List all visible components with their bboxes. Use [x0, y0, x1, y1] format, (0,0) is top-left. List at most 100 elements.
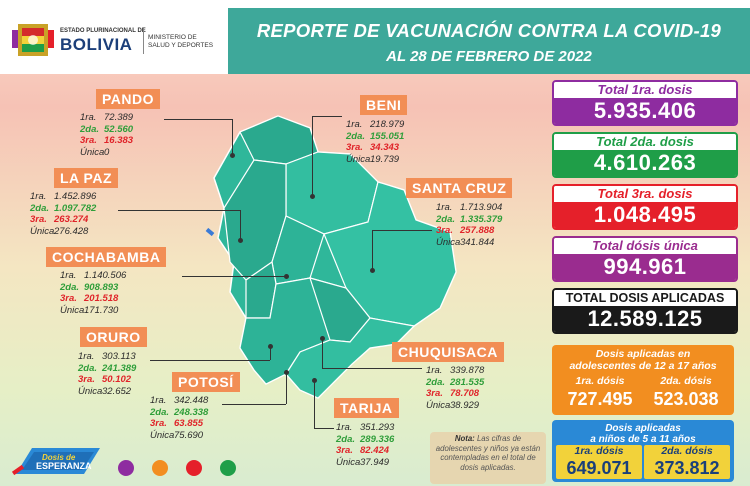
- leader-line-santa-cruz-v: [372, 230, 373, 270]
- adolescents-first-value: 727.495: [567, 389, 633, 409]
- total-applied-card: TOTAL DOSIS APLICADAS 12.589.125: [552, 288, 738, 334]
- dose-3-value: 257.888: [460, 225, 495, 236]
- title-banner: REPORTE DE VACUNACIÓN CONTRA LA COVID-19…: [228, 8, 750, 74]
- leader-dot-cochabamba: [284, 274, 289, 279]
- dose-label: 2da.: [436, 213, 456, 225]
- leader-line-potosi: [222, 404, 286, 405]
- dept-title-la-paz: LA PAZ: [54, 168, 118, 188]
- dept-title-pando: PANDO: [96, 89, 161, 109]
- children-title: Dosis aplicadas a niños de 5 a 11 años: [552, 420, 734, 445]
- leader-dot-chuquisaca: [320, 336, 325, 341]
- dose-single-value: 37.949: [360, 456, 390, 468]
- dose-label: 1ra.: [30, 191, 47, 202]
- dose-label: 3ra.: [426, 388, 443, 399]
- leader-line-beni: [312, 116, 342, 117]
- children-first-value: 649.071: [566, 458, 632, 478]
- dose-single-value: 38.929: [450, 399, 480, 411]
- dose-label: 3ra.: [30, 214, 47, 225]
- dose-label: 3ra.: [80, 135, 97, 146]
- leader-line-la-paz-v: [240, 210, 241, 240]
- lake-titicaca: [205, 227, 215, 237]
- children-second-label: 2da. dósis: [661, 445, 713, 457]
- dose-label: 2da.: [80, 123, 100, 135]
- dose-label: 2da.: [60, 281, 80, 293]
- dose-label: 2da.: [150, 406, 170, 418]
- total-single-dose-card: Total dósis única 994.961: [552, 236, 738, 282]
- dept-title-santa-cruz: SANTA CRUZ: [406, 178, 513, 198]
- dose-label: 2da.: [78, 362, 98, 374]
- brand-line-1: Dosis de: [42, 453, 76, 462]
- footnote-text: Las cifras de adolescentes y niños ya es…: [435, 434, 541, 472]
- flower-icon: [152, 460, 168, 476]
- heart-icon: [186, 460, 202, 476]
- leader-dot-oruro: [268, 344, 273, 349]
- dose-2-value: 1.097.782: [54, 202, 97, 214]
- dept-title-potosi: POTOSÍ: [172, 372, 240, 392]
- dose-2-value: 908.893: [84, 281, 119, 293]
- dose-3-value: 201.518: [84, 293, 119, 304]
- dose-1-value: 72.389: [104, 112, 134, 123]
- total-third-dose-value: 1.048.495: [554, 202, 736, 228]
- dose-label: Única: [80, 146, 105, 158]
- children-title-line-2: a niños de 5 a 11 años: [590, 434, 696, 445]
- total-single-dose-label: Total dósis única: [554, 238, 736, 254]
- dose-2-value: 281.535: [450, 376, 485, 388]
- dept-stats-chuquisaca: 1ra. 339.878 2da. 281.535 3ra. 78.708 Única…: [426, 365, 484, 411]
- children-panel: Dosis aplicadas a niños de 5 a 11 años 1…: [552, 420, 734, 482]
- dose-label: 3ra.: [336, 445, 353, 456]
- dose-2-value: 52.560: [104, 123, 134, 135]
- leader-line-pando: [164, 119, 232, 120]
- bolivia-coat-of-arms-icon: [12, 24, 54, 56]
- ministry-line-2: SALUD Y DEPORTES: [148, 42, 214, 49]
- leader-dot-pando: [230, 153, 235, 158]
- country-name: BOLIVIA: [60, 35, 133, 54]
- dose-3-value: 34.343: [370, 142, 400, 153]
- dose-label: 2da.: [346, 130, 366, 142]
- ministry-line-1: MINISTERIO DE: [148, 34, 197, 41]
- dose-label: 2da.: [426, 376, 446, 388]
- dose-single-value: 75.690: [174, 429, 204, 441]
- header: ESTADO PLURINACIONAL DE BOLIVIA MINISTER…: [0, 0, 750, 74]
- dose-single-value: 171.730: [84, 304, 119, 316]
- dept-stats-oruro: 1ra. 303.113 2da. 241.389 3ra. 50.102 Única…: [78, 351, 136, 397]
- dose-3-value: 50.102: [102, 374, 132, 385]
- dose-label: Única: [150, 429, 175, 441]
- adolescents-second-dose: 2da. dósis 523.038: [644, 375, 728, 411]
- dept-title-cochabamba: COCHABAMBA: [46, 247, 167, 267]
- dose-single-value: 341.844: [460, 236, 495, 248]
- dose-3-value: 82.424: [360, 445, 390, 456]
- dept-title-tarija: TARIJA: [334, 398, 399, 418]
- page-title: REPORTE DE VACUNACIÓN CONTRA LA COVID-19: [256, 20, 722, 41]
- dose-3-value: 263.274: [54, 214, 89, 225]
- dose-1-value: 218.979: [370, 119, 405, 130]
- leader-line-beni-v: [312, 116, 313, 196]
- map-region-santa-cruz: [323, 181, 457, 327]
- total-second-dose-value: 4.610.263: [554, 150, 736, 176]
- adolescents-title-line-1: Dosis aplicadas en: [595, 348, 691, 360]
- leader-line-tarija-v: [314, 380, 315, 428]
- dose-label: 3ra.: [436, 225, 453, 236]
- adolescents-second-value: 523.038: [653, 389, 719, 409]
- dose-label: 1ra.: [346, 119, 363, 130]
- dept-stats-santa-cruz: 1ra. 1.713.904 2da. 1.335.379 3ra. 257.888 …: [436, 202, 502, 248]
- leader-line-chuquisaca: [322, 368, 422, 369]
- dose-label: Única: [336, 456, 361, 468]
- dose-2-value: 241.389: [102, 362, 137, 374]
- leader-line-cochabamba: [182, 276, 286, 277]
- children-second-value: 373.812: [654, 458, 720, 478]
- shield-icon: [118, 460, 134, 476]
- leader-line-potosi-v: [286, 372, 287, 404]
- children-title-line-1: Dosis aplicadas: [605, 423, 681, 434]
- dose-label: Única: [60, 304, 85, 316]
- ministry-name: MINISTERIO DE SALUD Y DEPORTES: [148, 34, 213, 50]
- dept-stats-cochabamba: 1ra. 1.140.506 2da. 908.893 3ra. 201.518 Ún…: [60, 270, 126, 316]
- total-third-dose-card: Total 3ra. dosis 1.048.495: [552, 184, 738, 230]
- leader-dot-potosi: [284, 370, 289, 375]
- dose-label: Única: [436, 236, 461, 248]
- dose-label: 1ra.: [436, 202, 453, 213]
- dose-3-value: 78.708: [450, 388, 480, 399]
- adolescents-first-dose: 1ra. dósis 727.495: [558, 375, 642, 411]
- dose-label: Única: [426, 399, 451, 411]
- total-second-dose-card: Total 2da. dosis 4.610.263: [552, 132, 738, 178]
- dose-1-value: 303.113: [102, 351, 136, 362]
